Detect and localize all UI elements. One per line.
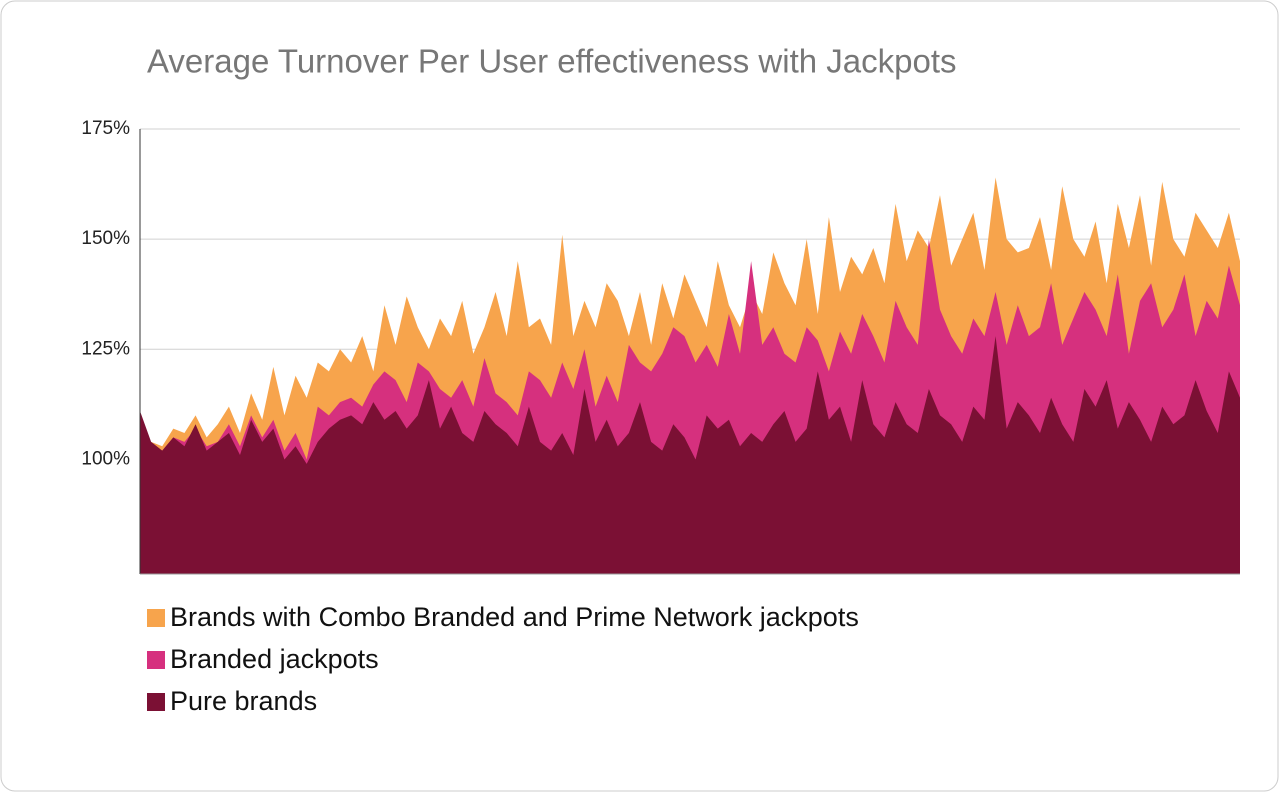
y-tick-label: 100%: [81, 448, 130, 469]
y-tick-label: 125%: [81, 338, 130, 359]
legend-swatch: [147, 609, 165, 627]
y-tick-label: 175%: [81, 118, 130, 139]
chart-title: Average Turnover Per User effectiveness …: [147, 43, 957, 80]
area: [140, 336, 1240, 574]
legend-label: Brands with Combo Branded and Prime Netw…: [170, 602, 859, 632]
y-tick-label: 150%: [81, 228, 130, 249]
legend-swatch: [147, 693, 165, 711]
legend-swatch: [147, 651, 165, 669]
legend-label: Pure brands: [170, 686, 317, 716]
legend-label: Branded jackpots: [170, 644, 379, 674]
